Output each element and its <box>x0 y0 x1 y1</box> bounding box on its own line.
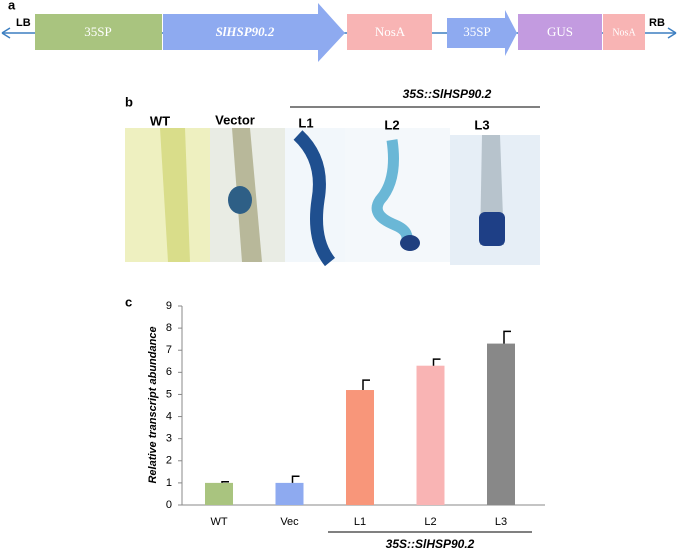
element-label: NosA <box>612 27 636 38</box>
root <box>160 128 190 262</box>
x-tick-label: Vec <box>280 516 299 528</box>
stain <box>400 235 420 251</box>
terminator-box <box>347 14 432 50</box>
stain <box>479 212 505 246</box>
rb-label: RB <box>649 17 665 29</box>
lane-label: L2 <box>384 117 399 132</box>
lane-label: WT <box>150 113 170 128</box>
element-label: SlHSP90.2 <box>216 24 275 39</box>
y-tick-label: 4 <box>166 410 172 422</box>
y-tick-label: 5 <box>166 388 172 400</box>
element-label: GUS <box>547 24 573 39</box>
gene-arrow <box>163 3 345 62</box>
error-bar <box>291 475 300 483</box>
lb-label: LB <box>16 17 31 29</box>
element-label: NosA <box>375 24 406 39</box>
element-label: 35SP <box>84 24 111 39</box>
y-tick-label: 6 <box>166 366 172 378</box>
y-tick-label: 7 <box>166 344 172 356</box>
y-tick-label: 3 <box>166 433 172 445</box>
panel-label: c <box>125 294 132 309</box>
x-tick-label: L1 <box>354 516 366 528</box>
error-bar <box>221 481 229 483</box>
error-bar <box>432 358 441 366</box>
x-tick-label: WT <box>210 516 227 528</box>
border-arrows <box>1 27 677 39</box>
error-bar <box>503 330 511 344</box>
bar <box>487 343 515 505</box>
root <box>371 139 413 248</box>
x-tick-label: L3 <box>495 516 507 528</box>
y-tick-label: 0 <box>166 499 172 511</box>
bar <box>416 365 445 505</box>
terminator-box <box>603 14 645 50</box>
bar <box>346 390 374 505</box>
lane-label: L1 <box>298 115 313 130</box>
panel-label: a <box>8 0 16 12</box>
bar <box>205 482 233 505</box>
stain <box>228 186 252 214</box>
panel-label: b <box>125 94 133 109</box>
gus-box <box>518 14 602 50</box>
group-label: 35S::SlHSP90.2 <box>386 537 475 551</box>
promoter-arrow <box>447 10 517 56</box>
y-axis-label: Relative transcript abundance <box>147 326 159 483</box>
y-tick-label: 2 <box>166 455 172 467</box>
group-label: 35S::SlHSP90.2 <box>403 87 492 101</box>
x-tick-label: L2 <box>424 516 436 528</box>
root <box>293 130 336 267</box>
y-tick-label: 9 <box>166 300 172 312</box>
lane-label: Vector <box>215 112 255 127</box>
promoter-box <box>35 14 162 50</box>
lane-label: L3 <box>474 117 489 132</box>
bar <box>275 482 304 505</box>
error-bar <box>362 379 370 391</box>
y-tick-label: 1 <box>166 477 172 489</box>
y-tick-label: 8 <box>166 322 172 334</box>
element-label: 35SP <box>463 24 490 39</box>
